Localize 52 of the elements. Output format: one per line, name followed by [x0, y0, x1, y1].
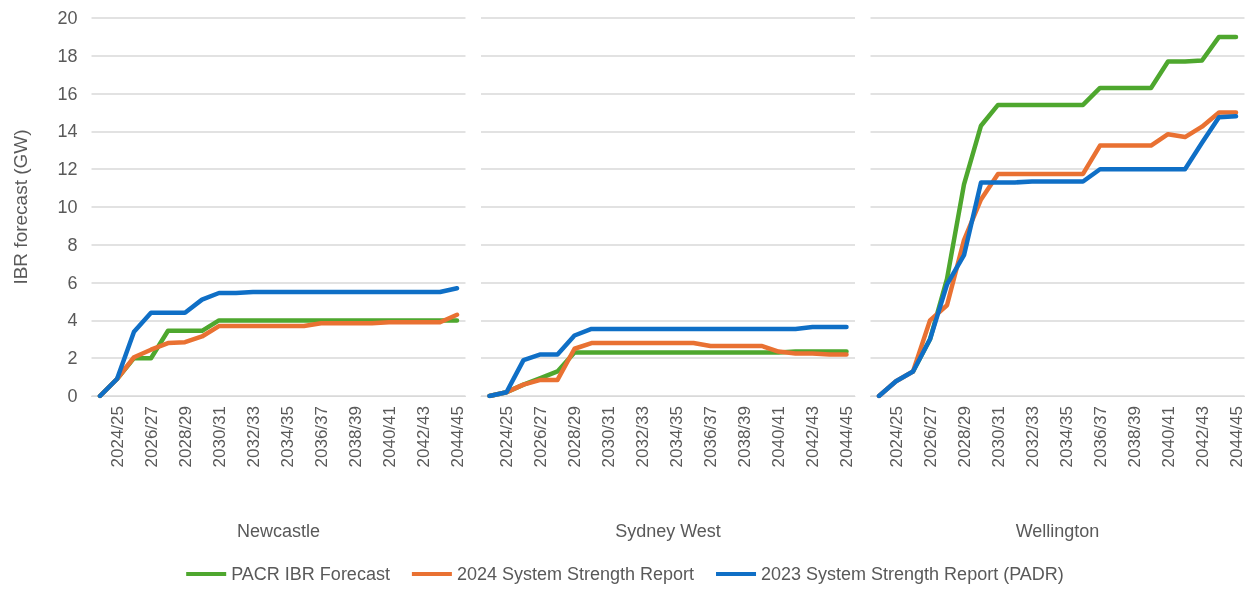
x-tick-label: 2032/33 — [633, 406, 652, 468]
x-tick-label: 2026/27 — [920, 406, 940, 468]
x-tick-label: 2044/45 — [837, 406, 856, 468]
x-tick-label: 2034/35 — [667, 406, 686, 468]
x-tick-label: 2040/41 — [769, 406, 788, 468]
x-axis-title: Sydney West — [615, 521, 721, 541]
x-tick-label: 2042/43 — [1192, 406, 1212, 468]
x-tick-label: 2042/43 — [413, 406, 433, 468]
x-tick-label: 2024/25 — [107, 406, 127, 468]
x-tick-label: 2038/39 — [1124, 406, 1144, 468]
x-tick-label: 2038/39 — [735, 406, 754, 468]
y-axis-title: IBR forecast (GW) — [9, 129, 31, 285]
y-tick-label: 10 — [57, 197, 78, 217]
y-tick-label: 2 — [67, 348, 78, 369]
x-tick-label: 2034/35 — [1056, 406, 1076, 468]
x-tick-label: 2038/39 — [345, 406, 365, 468]
y-tick-label: 16 — [57, 83, 78, 104]
x-tick-label: 2032/33 — [243, 406, 263, 468]
y-tick-label: 14 — [57, 121, 78, 142]
y-tick-label: 8 — [67, 234, 78, 255]
x-tick-label: 2044/45 — [447, 406, 467, 468]
x-tick-label: 2024/25 — [886, 406, 906, 468]
x-tick-label: 2026/27 — [141, 406, 161, 468]
y-tick-label: 12 — [57, 159, 78, 180]
x-tick-label: 2030/31 — [599, 406, 618, 468]
y-tick-label: 6 — [67, 272, 78, 293]
x-tick-label: 2042/43 — [803, 406, 822, 468]
x-tick-label: 2040/41 — [1158, 406, 1178, 468]
x-tick-label: 2028/29 — [565, 406, 584, 468]
x-tick-label: 2026/27 — [531, 406, 550, 468]
line-series — [97, 286, 460, 399]
y-tick-label: 0 — [67, 386, 78, 406]
legend-label: 2024 System Strength Report — [456, 564, 695, 584]
x-tick-label: 2036/37 — [311, 406, 331, 468]
x-tick-label: 2030/31 — [988, 406, 1008, 468]
x-tick-label: 2036/37 — [701, 406, 720, 468]
y-tick-label: 4 — [67, 310, 78, 331]
y-tick-label: 18 — [57, 45, 78, 66]
x-axis-title: Newcastle — [236, 521, 321, 541]
x-axis-title: Wellington — [1015, 521, 1100, 541]
x-tick-label: 2044/45 — [1226, 406, 1246, 468]
legend-label: PACR IBR Forecast — [231, 564, 390, 584]
x-tick-label: 2028/29 — [175, 406, 195, 468]
x-tick-label: 2024/25 — [497, 406, 516, 468]
x-tick-label: 2040/41 — [379, 406, 399, 468]
x-tick-label: 2032/33 — [1022, 406, 1042, 468]
x-tick-label: 2034/35 — [277, 406, 297, 468]
x-tick-label: 2030/31 — [209, 406, 229, 468]
x-tick-label: 2036/37 — [1090, 406, 1110, 468]
legend-label: 2023 System Strength Report (PADR) — [761, 564, 1064, 584]
x-tick-label: 2028/29 — [954, 406, 974, 468]
y-tick-label: 20 — [57, 8, 78, 28]
